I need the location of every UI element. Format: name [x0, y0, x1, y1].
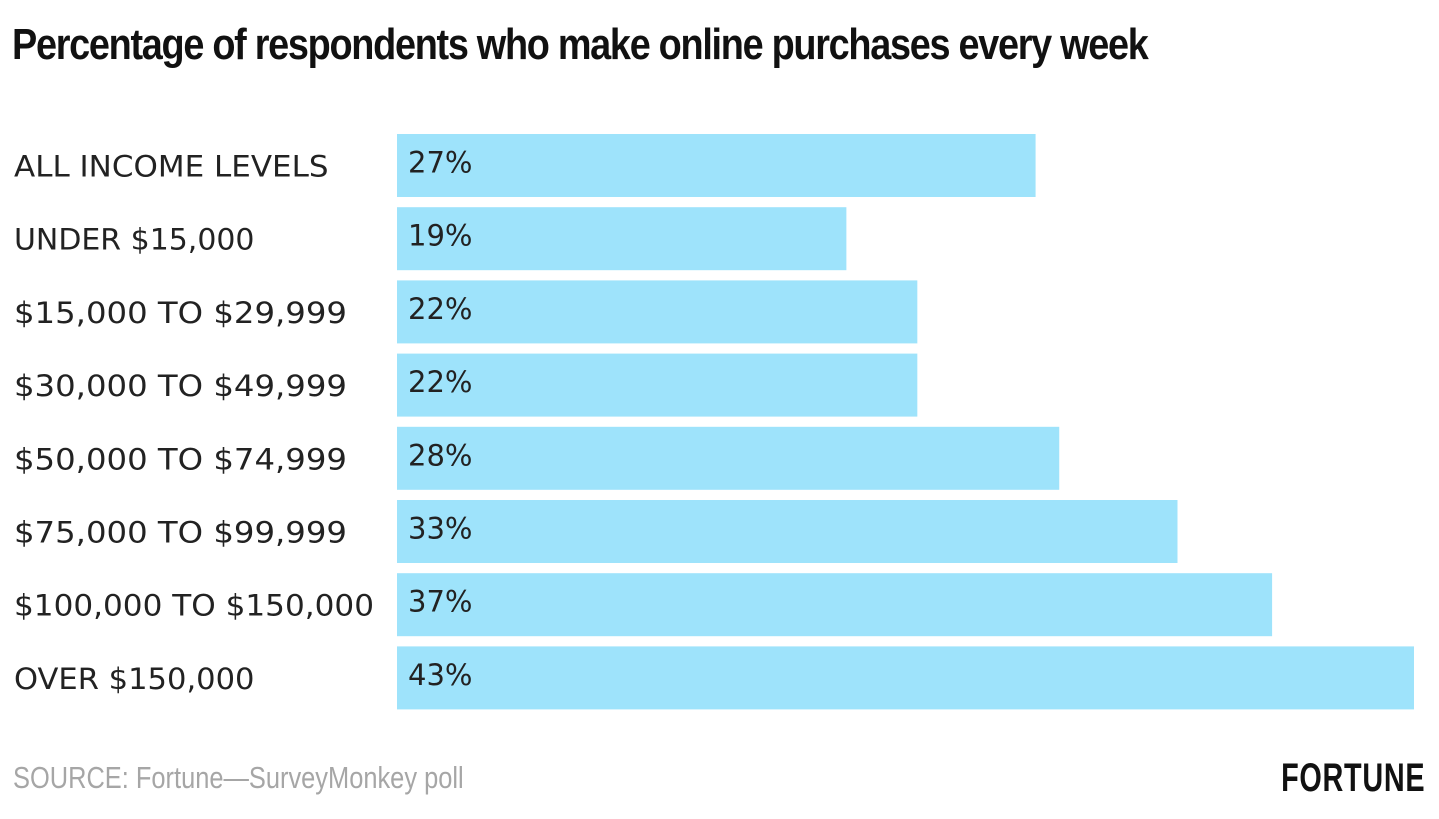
- bar: [397, 207, 847, 271]
- bar: [397, 646, 1414, 710]
- bar: [397, 573, 1273, 637]
- category-label: $50,000 TO $74,999: [14, 442, 347, 476]
- bar: [397, 134, 1036, 197]
- category-label: $75,000 TO $99,999: [14, 516, 347, 550]
- fortune-logo: FORTUNE: [1280, 756, 1425, 800]
- value-label: 28%: [408, 438, 472, 472]
- chart-title: Percentage of respondents who make onlin…: [12, 20, 1149, 69]
- value-label: 43%: [408, 658, 472, 692]
- category-label: OVER $150,000: [14, 662, 255, 696]
- category-label: UNDER $15,000: [14, 223, 255, 257]
- value-label: 37%: [408, 585, 472, 619]
- category-label: ALL INCOME LEVELS: [14, 150, 328, 184]
- bar: [397, 426, 1060, 490]
- bar: [397, 280, 918, 344]
- value-label: 19%: [408, 219, 472, 253]
- category-label: $15,000 TO $29,999: [14, 296, 347, 330]
- bar: [397, 353, 918, 417]
- value-label: 22%: [408, 365, 472, 399]
- value-label: 33%: [408, 512, 472, 546]
- value-label: 22%: [408, 292, 472, 326]
- source-note: SOURCE: Fortune—SurveyMonkey poll: [13, 760, 464, 795]
- category-label: $100,000 TO $150,000: [14, 589, 374, 623]
- bar: [397, 500, 1178, 563]
- value-label: 27%: [408, 146, 472, 180]
- category-label: $30,000 TO $49,999: [14, 369, 347, 403]
